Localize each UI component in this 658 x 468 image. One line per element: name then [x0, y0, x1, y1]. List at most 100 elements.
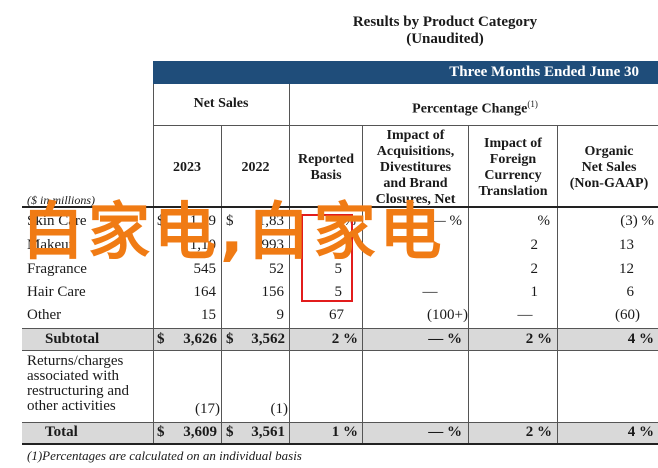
net-sales-header: Net Sales — [193, 96, 249, 111]
grid-line — [22, 328, 658, 329]
grid-line — [22, 206, 658, 208]
cell-acq: (100+) — [427, 307, 468, 323]
cell-2022: 993 — [261, 237, 285, 253]
col-fx-line: Currency — [484, 168, 542, 183]
grid-line — [221, 126, 222, 444]
report-title: Results by Product Category — [352, 14, 538, 30]
dollar-sign: $ — [157, 331, 165, 347]
units-label: ($ in millions) — [27, 193, 95, 207]
pct-change-footnote-ref: (1) — [527, 99, 538, 109]
period-header-band: Three Months Ended June 30 — [153, 61, 658, 84]
cell-reported: 5 — [334, 284, 343, 300]
grid-line — [22, 443, 658, 445]
cell-fx: 1 — [530, 284, 539, 300]
returns-label-line: associated with — [27, 368, 120, 384]
col-acq-header: Impact of Acquisitions, Divestitures and… — [363, 128, 468, 208]
cell-2023: 545 — [193, 261, 217, 277]
col-acq-line: Divestitures — [379, 160, 452, 175]
watermark-text: 白家电,白家电 — [22, 195, 446, 268]
dollar-sign: $ — [226, 424, 234, 440]
dollar-sign: $ — [157, 213, 165, 229]
grid-line — [468, 126, 469, 444]
cell-2022: 9 — [276, 307, 285, 323]
pct-change-header: Percentage Change(1) — [290, 96, 658, 118]
col-reported-line: Reported — [298, 152, 354, 167]
cell-2023: 1,10 — [189, 237, 216, 253]
grid-line — [22, 350, 658, 351]
cell-fx: % — [537, 213, 551, 229]
cell-2023: 164 — [193, 284, 217, 300]
dollar-sign: $ — [226, 213, 234, 229]
cell-acq: — % — [430, 213, 462, 229]
cell-fx: 2 % — [525, 331, 552, 347]
pct-change-label: Percentage Change — [412, 101, 528, 117]
cell-2022: 52 — [269, 261, 284, 277]
row-label-total: Total — [45, 424, 78, 440]
period-header: Three Months Ended June 30 — [449, 64, 639, 80]
cell-fx: 2 — [530, 261, 539, 277]
cell-organic: 6 — [626, 284, 635, 300]
col-organic-line: (Non-GAAP) — [569, 176, 649, 191]
col-organic-line: Net Sales — [581, 160, 637, 175]
cell-organic: 4 % — [627, 331, 654, 347]
col-acq-line: Impact of — [386, 128, 445, 143]
cell-2023: 3,609 — [183, 424, 217, 440]
col-fx-line: Translation — [478, 184, 548, 199]
returns-label-line: Returns/charges — [27, 353, 124, 369]
cell-organic: (3) % — [620, 213, 654, 229]
row-label-subtotal: Subtotal — [45, 331, 100, 347]
grid-line — [22, 422, 658, 423]
col-organic-line: Organic — [584, 144, 634, 159]
cell-fx: 2 % — [525, 424, 552, 440]
report-subtitle: (Unaudited) — [406, 31, 484, 47]
cell-reported: 67 — [329, 307, 344, 323]
col-2022-header: 2022 — [241, 160, 270, 175]
row-label-hair-care: Hair Care — [27, 284, 86, 300]
grid-line — [289, 84, 290, 444]
total-row-bg — [22, 423, 658, 443]
grid-line — [153, 84, 154, 444]
cell-2022: 1,83 — [257, 213, 284, 229]
row-label-other: Other — [27, 307, 62, 323]
cell-2022: 156 — [261, 284, 285, 300]
col-2023-header: 2023 — [173, 160, 201, 175]
returns-label-line: other activities — [27, 398, 116, 414]
row-label-skin-care: Skin Care — [27, 213, 87, 229]
cell-fx: 2 — [530, 237, 539, 253]
returns-label-line: restructuring and — [27, 383, 130, 399]
cell-reported: 5 — [334, 261, 343, 277]
cell-2022: 3,562 — [251, 331, 285, 347]
dollar-sign: $ — [157, 424, 165, 440]
dollar-sign: $ — [226, 331, 234, 347]
highlight-box — [301, 214, 353, 302]
cell-2022: 3,561 — [251, 424, 285, 440]
col-acq-line: Closures, Net — [375, 192, 456, 207]
col-reported-line: Basis — [310, 168, 342, 183]
row-label-makeup: Makeup — [27, 237, 77, 253]
cell-fx: — — [517, 307, 533, 323]
row-label-returns: Returns/charges associated with restruct… — [27, 354, 129, 414]
subtotal-row-bg — [22, 329, 658, 350]
col-organic-header: Organic Net Sales (Non-GAAP) — [558, 144, 658, 192]
cell-acq: — — [422, 284, 438, 300]
grid-line — [557, 126, 558, 444]
cell-2023: (17) — [195, 401, 220, 417]
col-acq-line: and Brand — [383, 176, 448, 191]
cell-2023: 1,79 — [189, 213, 216, 229]
col-reported-header: Reported Basis — [290, 152, 362, 184]
cell-organic: (60) — [615, 307, 640, 323]
cell-reported: 2 % — [331, 331, 358, 347]
cell-2023: 15 — [201, 307, 216, 323]
cell-organic: 4 % — [627, 424, 654, 440]
col-fx-header: Impact of Foreign Currency Translation — [469, 136, 557, 200]
cell-acq: — % — [428, 424, 462, 440]
col-acq-line: Acquisitions, — [376, 144, 455, 159]
cell-organic: 13 — [619, 237, 634, 253]
col-fx-line: Impact of — [484, 136, 542, 151]
footnote: (1)Percentages are calculated on an indi… — [27, 448, 302, 463]
cell-2023: 3,626 — [183, 331, 217, 347]
cell-2022: (1) — [270, 401, 289, 417]
cell-reported: 1 % — [331, 424, 358, 440]
col-fx-line: Foreign — [489, 152, 537, 167]
row-label-fragrance: Fragrance — [27, 261, 87, 277]
